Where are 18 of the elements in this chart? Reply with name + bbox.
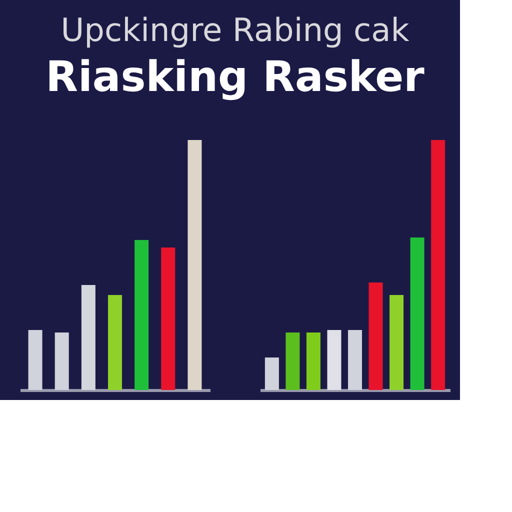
chart-subtitle: Upckingre Rabing cak (60, 11, 410, 49)
bar (134, 240, 149, 390)
bar (348, 330, 362, 390)
bar (431, 140, 446, 390)
bar (327, 330, 342, 390)
bar (161, 248, 176, 390)
bar (410, 238, 424, 390)
bar (54, 332, 69, 390)
bar (108, 295, 122, 390)
bar (188, 140, 202, 390)
bar (286, 332, 300, 390)
bar (81, 285, 96, 390)
bar (306, 332, 320, 390)
bar (28, 330, 42, 390)
bar (390, 295, 404, 390)
bar (264, 358, 279, 390)
chart-title: Riasking Rasker (46, 52, 425, 101)
bar (368, 282, 383, 390)
